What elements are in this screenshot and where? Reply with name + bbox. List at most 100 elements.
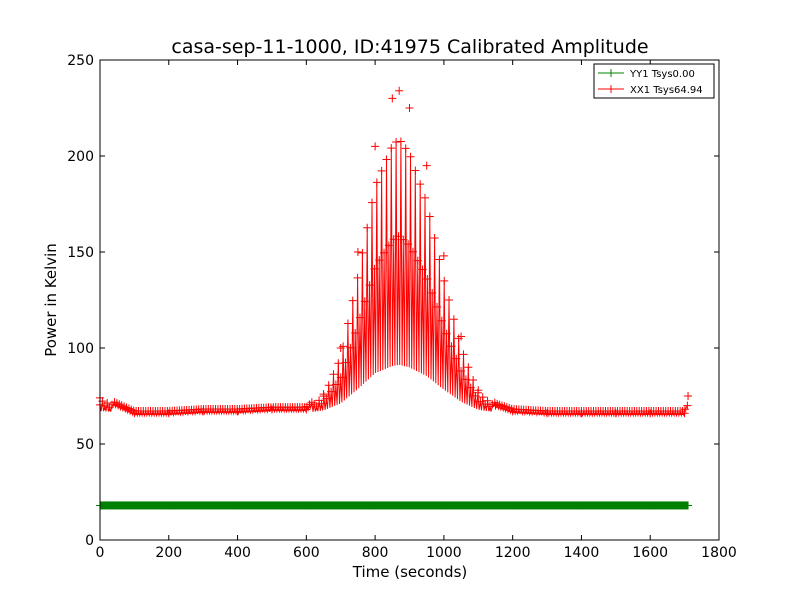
legend-entry-xx1: + XX1 Tsys64.94 <box>598 82 703 96</box>
y-tick-label: 0 <box>85 533 94 549</box>
chart-title: casa-sep-11-1000, ID:41975 Calibrated Am… <box>171 36 648 58</box>
legend-entry-yy1: + YY1 Tsys0.00 <box>598 66 695 80</box>
series-yy1-band <box>100 501 689 510</box>
data-point-marker <box>404 240 413 249</box>
data-point-marker <box>363 223 372 232</box>
data-point-marker <box>491 401 500 410</box>
data-point-marker <box>646 501 655 510</box>
data-point-marker <box>395 86 404 95</box>
data-point-marker <box>437 316 446 325</box>
data-point-marker <box>341 358 350 367</box>
x-tick-label: 800 <box>362 545 389 561</box>
data-point-marker <box>508 501 517 510</box>
data-point-marker <box>413 256 422 265</box>
data-point-marker <box>476 397 485 406</box>
data-point-marker <box>336 344 345 352</box>
data-point-marker <box>387 144 396 153</box>
data-point-marker <box>405 104 414 112</box>
x-tick-label: 1800 <box>701 545 737 561</box>
series-yy1 <box>96 501 693 510</box>
data-point-marker <box>684 501 693 510</box>
legend-box <box>593 63 715 99</box>
data-point-marker <box>401 144 410 153</box>
data-point-marker <box>445 296 454 305</box>
data-point-marker <box>447 342 456 351</box>
data-point-marker <box>164 501 173 510</box>
data-point-marker <box>684 392 693 400</box>
data-point-marker <box>331 380 340 389</box>
data-point-marker <box>377 166 386 175</box>
data-point-marker <box>439 501 448 510</box>
data-point-marker <box>428 288 437 297</box>
data-point-marker <box>384 241 393 250</box>
data-point-marker <box>329 370 338 379</box>
data-point-marker <box>577 409 586 418</box>
data-point-marker <box>372 178 381 187</box>
data-point-marker <box>469 375 478 384</box>
data-point-marker <box>433 302 442 311</box>
data-point-marker <box>322 394 331 403</box>
data-point-marker <box>334 359 343 368</box>
data-point-marker <box>399 235 408 244</box>
legend: + YY1 Tsys0.00 + XX1 Tsys64.94 <box>593 63 715 99</box>
data-point-marker <box>233 501 242 510</box>
data-point-marker <box>324 381 333 390</box>
x-axis-label: Time (seconds) <box>352 563 468 581</box>
x-tick-label: 600 <box>293 545 320 561</box>
x-tick-label: 200 <box>155 545 182 561</box>
x-tick-label: 1200 <box>495 545 531 561</box>
data-point-marker <box>267 405 276 414</box>
data-point-marker <box>461 375 470 384</box>
data-point-marker <box>466 383 475 392</box>
data-point-marker <box>346 343 355 352</box>
data-point-marker <box>164 409 173 418</box>
data-point-marker <box>317 399 326 408</box>
legend-label-yy1: YY1 Tsys0.00 <box>629 69 695 80</box>
data-point-marker <box>508 407 517 416</box>
axes-frame <box>99 59 720 541</box>
data-point-marker <box>459 350 468 359</box>
data-point-marker <box>353 273 362 282</box>
data-point-marker <box>680 409 689 418</box>
data-point-marker <box>360 297 369 306</box>
y-tick-label: 100 <box>67 341 94 357</box>
data-point-marker <box>371 501 380 510</box>
data-point-marker <box>418 265 427 274</box>
data-point-marker <box>452 354 461 363</box>
data-point-marker <box>233 407 242 416</box>
plot-area <box>96 86 693 510</box>
data-point-marker <box>435 255 444 264</box>
data-point-marker <box>130 409 139 418</box>
x-tick-label: 0 <box>96 545 105 561</box>
data-point-marker <box>422 161 431 170</box>
data-point-marker <box>319 390 328 399</box>
data-point-marker <box>577 501 586 510</box>
data-point-marker <box>371 142 380 151</box>
data-point-marker <box>474 386 483 395</box>
data-point-marker <box>457 332 466 341</box>
data-point-marker <box>408 247 417 256</box>
data-point-marker <box>464 363 473 372</box>
data-point-marker <box>420 193 429 202</box>
data-point-marker <box>683 401 692 410</box>
x-tick-label: 400 <box>224 545 251 561</box>
data-point-marker <box>382 155 391 164</box>
data-point-marker <box>478 393 487 402</box>
data-point-marker <box>406 152 415 161</box>
data-point-marker <box>483 396 492 405</box>
data-point-marker <box>411 166 420 175</box>
x-tick-label: 1600 <box>632 545 668 561</box>
data-point-marker <box>336 373 345 382</box>
data-point-marker <box>389 235 398 244</box>
y-axis: 0 50 100 150 200 250 <box>67 53 719 549</box>
data-point-marker <box>351 329 360 338</box>
data-point-marker <box>355 313 364 322</box>
data-point-marker <box>394 232 403 241</box>
data-point-marker <box>646 409 655 418</box>
data-point-marker <box>353 248 362 256</box>
data-point-marker <box>430 234 439 243</box>
data-point-marker <box>327 387 336 396</box>
data-point-marker <box>423 275 432 284</box>
data-point-marker <box>416 180 425 189</box>
